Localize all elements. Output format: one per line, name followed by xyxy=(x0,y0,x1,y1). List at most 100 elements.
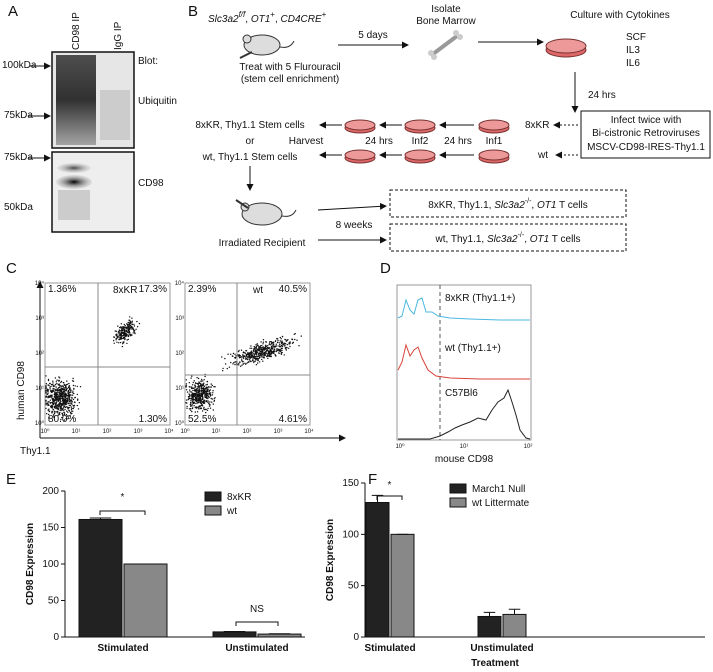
event-dot xyxy=(234,357,237,359)
event-dot xyxy=(271,345,274,347)
event-dot xyxy=(63,409,65,411)
dish-icon xyxy=(344,149,376,161)
significance-bracket xyxy=(235,621,279,626)
event-dot xyxy=(118,332,121,334)
event-dot xyxy=(54,402,57,404)
event-dot xyxy=(254,360,256,363)
event-dot xyxy=(63,400,66,402)
event-dot xyxy=(249,352,251,354)
event-dot xyxy=(280,344,282,347)
event-dot xyxy=(288,347,290,349)
y-tick-label: 200 xyxy=(42,486,59,497)
event-dot xyxy=(199,382,201,385)
event-dot xyxy=(197,383,199,385)
step-text: IL3 xyxy=(626,45,640,56)
event-dot xyxy=(245,362,247,365)
event-dot xyxy=(122,331,124,333)
event-dot xyxy=(233,362,235,364)
event-dot xyxy=(54,396,56,398)
event-dot xyxy=(58,379,60,382)
event-dot xyxy=(51,398,54,400)
flow-panel: human CD98 Thy1.1 1.36% 17.3% 80.0% 1.30% 8x… xyxy=(16,280,346,457)
event-dot xyxy=(210,392,212,394)
event-dot xyxy=(62,385,64,387)
event-dot xyxy=(53,402,55,404)
x-tick-label: Unstimulated xyxy=(225,643,288,654)
event-dot xyxy=(193,398,195,401)
panel-label: D xyxy=(380,260,391,277)
event-dot xyxy=(209,393,211,395)
event-dot xyxy=(132,328,134,330)
event-dot xyxy=(131,328,133,330)
event-dot xyxy=(263,352,265,355)
marker-label: 50kDa xyxy=(4,202,33,213)
event-dot xyxy=(281,340,283,342)
event-dot xyxy=(66,400,68,402)
event-dot xyxy=(212,392,214,394)
event-dot xyxy=(185,379,187,381)
event-dot xyxy=(131,323,133,326)
event-dot xyxy=(257,358,260,360)
event-dot xyxy=(72,417,74,419)
event-dot xyxy=(246,362,249,364)
event-dot xyxy=(65,414,68,416)
event-dot xyxy=(53,400,56,402)
plot-title: wt xyxy=(252,285,263,296)
lane-label: CD98 IP xyxy=(71,12,82,50)
event-dot xyxy=(276,350,278,352)
event-dot xyxy=(258,349,261,351)
event-dot xyxy=(55,395,57,398)
dish-icon xyxy=(478,119,510,131)
event-dot xyxy=(68,382,70,385)
event-dot xyxy=(56,388,59,391)
error-bar xyxy=(89,517,112,520)
event-dot xyxy=(293,333,295,335)
event-dot xyxy=(270,341,272,343)
event-dot xyxy=(58,391,61,393)
event-dot xyxy=(198,391,201,393)
step-text: Culture with Cytokines xyxy=(570,10,669,21)
event-dot xyxy=(283,342,286,344)
event-dot xyxy=(129,316,131,318)
y-tick-label: 50 xyxy=(48,596,60,607)
event-dot xyxy=(73,392,75,395)
row-label: Ubiquitin xyxy=(138,96,177,107)
bar xyxy=(477,615,502,638)
event-dot xyxy=(58,393,60,395)
tick-label: 10⁴ xyxy=(304,428,314,435)
event-dot xyxy=(201,378,203,381)
event-dot xyxy=(60,380,63,383)
event-dot xyxy=(207,388,209,390)
event-dot xyxy=(79,386,82,388)
event-dot xyxy=(204,375,206,378)
event-dot xyxy=(77,408,80,410)
step-text: 8xKR, Thy1.1, Slc3a2-/-, OT1 T cells xyxy=(428,198,587,211)
event-dot xyxy=(45,386,47,388)
event-dot xyxy=(200,380,202,382)
event-dot xyxy=(55,393,58,395)
event-dot xyxy=(212,409,214,411)
event-dot xyxy=(47,384,49,386)
event-dot xyxy=(261,347,263,349)
event-dot xyxy=(45,396,47,398)
event-dot xyxy=(222,370,224,372)
event-dot xyxy=(270,346,273,348)
y-axis-label: CD98 Expression xyxy=(25,523,36,605)
event-dot xyxy=(47,417,50,419)
event-dot xyxy=(52,384,55,386)
bar xyxy=(257,633,302,638)
event-dot xyxy=(298,345,300,347)
event-dot xyxy=(59,411,61,414)
event-dot xyxy=(250,356,252,358)
marker-label: 75kDa xyxy=(4,152,33,163)
event-dot xyxy=(199,389,201,392)
event-dot xyxy=(125,335,128,337)
event-dot xyxy=(196,411,199,413)
event-dot xyxy=(70,413,72,415)
event-dot xyxy=(70,399,73,401)
step-text: wt, Thy1.1 Stem cells xyxy=(202,152,298,163)
event-dot xyxy=(65,393,68,396)
event-dot xyxy=(57,398,59,401)
event-dot xyxy=(255,356,257,358)
event-dot xyxy=(231,355,234,357)
